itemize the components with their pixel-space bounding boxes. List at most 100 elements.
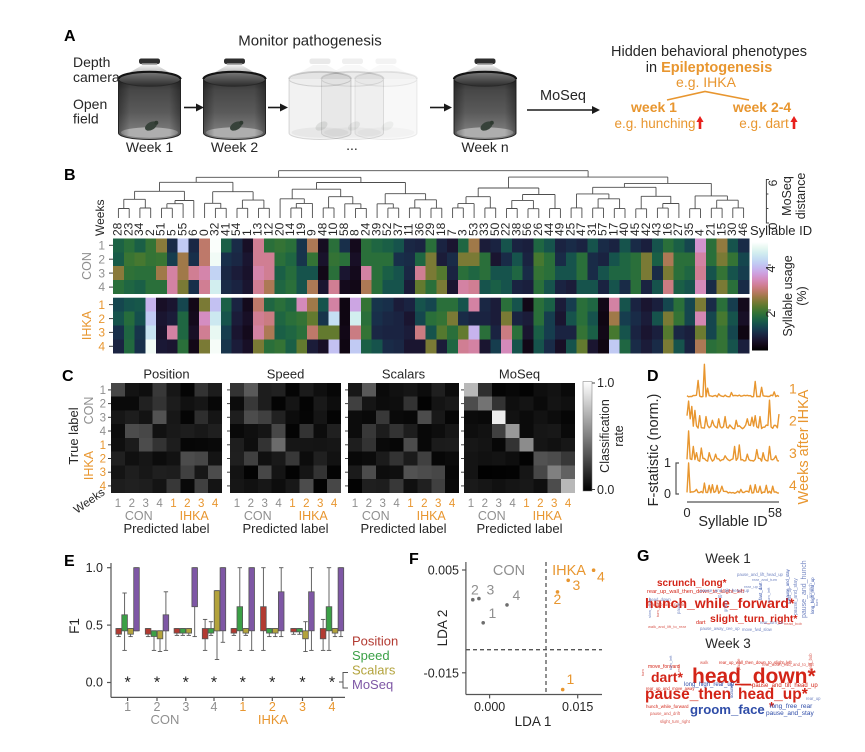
svg-text:41: 41 — [218, 222, 232, 236]
svg-text:32: 32 — [208, 222, 222, 236]
svg-text:34: 34 — [132, 222, 146, 236]
svg-text:0: 0 — [766, 222, 780, 229]
svg-text:1: 1 — [240, 229, 254, 236]
svg-text:rear_up_wall_then_down_to_slig: rear_up_wall_then_down_to_slight_left — [647, 589, 744, 595]
svg-text:4: 4 — [98, 280, 105, 294]
svg-text:4: 4 — [509, 498, 516, 510]
svg-text:camera: camera — [73, 69, 120, 85]
svg-text:55: 55 — [175, 222, 189, 236]
svg-text:43: 43 — [650, 222, 664, 236]
svg-text:3: 3 — [456, 229, 470, 236]
svg-text:3: 3 — [198, 498, 204, 510]
svg-text:CON: CON — [362, 509, 390, 523]
svg-text:28: 28 — [111, 222, 125, 236]
svg-text:head_down: head_down — [649, 597, 671, 602]
svg-text:CON: CON — [493, 563, 525, 579]
svg-text:17: 17 — [607, 222, 621, 236]
svg-text:head_bob: head_bob — [808, 653, 813, 672]
svg-text:1: 1 — [407, 498, 413, 510]
svg-text:36: 36 — [412, 222, 426, 236]
svg-text:45: 45 — [628, 222, 642, 236]
svg-text:2: 2 — [471, 582, 479, 598]
svg-text:33: 33 — [477, 222, 491, 236]
svg-text:hunch_while_forward: hunch_while_forward — [646, 704, 689, 709]
svg-text:pause_away_cee_up: pause_away_cee_up — [700, 626, 740, 631]
svg-text:field: field — [73, 111, 99, 127]
svg-text:LDA 1: LDA 1 — [515, 714, 552, 729]
svg-text:e.g. hunching: e.g. hunching — [614, 116, 695, 131]
svg-text:slight_turn_right*: slight_turn_right* — [710, 613, 798, 625]
svg-text:Predicted label: Predicted label — [477, 521, 563, 536]
svg-text:long_high_rear_up: long_high_rear_up — [684, 682, 735, 688]
svg-text:2: 2 — [248, 498, 254, 510]
svg-text:*: * — [154, 675, 160, 692]
svg-text:rear: rear — [676, 664, 681, 672]
svg-text:1: 1 — [239, 700, 246, 714]
svg-text:IHKA: IHKA — [552, 563, 586, 579]
svg-text:18: 18 — [434, 222, 448, 236]
svg-text:C: C — [62, 368, 74, 385]
svg-text:15: 15 — [714, 222, 728, 236]
svg-text:move_fwd_slow: move_fwd_slow — [742, 627, 773, 632]
svg-text:1: 1 — [170, 498, 176, 510]
svg-text:58: 58 — [768, 506, 782, 520]
svg-text:E: E — [64, 553, 75, 570]
svg-text:6: 6 — [766, 179, 780, 186]
svg-text:CON: CON — [80, 252, 94, 280]
svg-text:Scalars: Scalars — [352, 663, 396, 678]
svg-text:Week n: Week n — [461, 139, 508, 155]
svg-text:2: 2 — [129, 498, 135, 510]
svg-text:1.0: 1.0 — [86, 561, 103, 575]
svg-text:3: 3 — [142, 498, 148, 510]
svg-text:scrunch: scrunch — [808, 583, 813, 598]
svg-text:1: 1 — [664, 456, 671, 470]
svg-text:1: 1 — [115, 498, 121, 510]
svg-text:head_up: head_up — [787, 587, 792, 604]
svg-text:pause_and_stay: pause_and_stay — [785, 568, 790, 600]
svg-text:1: 1 — [289, 498, 295, 510]
svg-text:2: 2 — [537, 498, 543, 510]
svg-text:8: 8 — [348, 229, 362, 236]
svg-text:rear_down_fwd_and_to_left: rear_down_fwd_and_to_left — [762, 662, 815, 667]
svg-text:long_free_rear: long_free_rear — [770, 703, 813, 710]
svg-text:1.0: 1.0 — [597, 376, 614, 390]
svg-text:19: 19 — [294, 222, 308, 236]
svg-text:in Epileptogenesis: in Epileptogenesis — [646, 60, 773, 76]
svg-text:Week 3: Week 3 — [705, 636, 751, 651]
svg-text:MoSeq: MoSeq — [540, 88, 586, 104]
svg-text:1: 1 — [124, 700, 131, 714]
svg-text:4: 4 — [275, 498, 282, 510]
svg-text:7: 7 — [445, 229, 459, 236]
svg-text:40: 40 — [617, 222, 631, 236]
svg-text:0.005: 0.005 — [428, 564, 459, 578]
svg-text:31: 31 — [585, 222, 599, 236]
svg-text:4: 4 — [693, 229, 707, 236]
svg-text:head_down*: head_down* — [692, 665, 817, 688]
svg-text:3: 3 — [551, 498, 557, 510]
svg-text:rear_up: rear_up — [806, 696, 821, 701]
svg-text:*: * — [299, 675, 305, 692]
svg-text:Classification: Classification — [598, 399, 612, 473]
svg-text:3: 3 — [299, 700, 306, 714]
svg-text:Week 2: Week 2 — [211, 139, 258, 155]
svg-text:slow_move: slow_move — [647, 597, 652, 618]
svg-text:dart*: dart* — [651, 669, 683, 685]
svg-text:4: 4 — [100, 426, 107, 438]
svg-text:0.015: 0.015 — [562, 700, 593, 714]
svg-text:pause_and_tilt_head_up: pause_and_tilt_head_up — [700, 588, 750, 593]
svg-text:pause_and_stay: pause_and_stay — [766, 710, 814, 717]
svg-text:Scalars: Scalars — [382, 367, 426, 382]
svg-text:MoSeq: MoSeq — [499, 367, 540, 382]
svg-text:21: 21 — [704, 222, 718, 236]
svg-text:walk_and_lift_to_rear: walk_and_lift_to_rear — [648, 624, 687, 629]
svg-text:0.5: 0.5 — [86, 618, 103, 632]
svg-text:F-statistic (norm.): F-statistic (norm.) — [646, 394, 662, 507]
svg-text:3: 3 — [100, 412, 106, 424]
svg-text:16: 16 — [660, 222, 674, 236]
svg-text:LDA 2: LDA 2 — [435, 610, 450, 647]
svg-text:1: 1 — [98, 298, 105, 312]
svg-text:3: 3 — [317, 498, 323, 510]
svg-text:pause_and_drift: pause_and_drift — [650, 711, 681, 716]
svg-text:*: * — [183, 675, 189, 692]
svg-text:58: 58 — [337, 222, 351, 236]
